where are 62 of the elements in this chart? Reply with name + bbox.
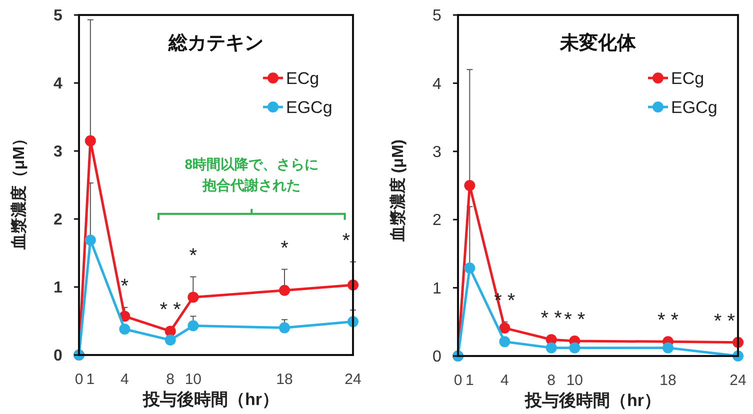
x-tick-label: 4 [120,371,129,388]
x-axis-title: 投与後時間（hr） [142,390,279,409]
annotation: * * [714,310,736,332]
y-tick-label: 3 [54,144,63,161]
annotation: 8時間以降で、さらに抱合代謝された [184,156,319,193]
y-tick-label: 0 [54,348,63,365]
point [279,322,290,334]
annotation: * [120,275,129,298]
point [164,334,176,346]
annotation: * * [160,299,182,322]
x-axis-title: 投与後時間（hr） [524,391,661,410]
legend-label: ECg [671,69,704,88]
legend-label: EGCg [671,98,718,118]
y-tick-label: 2 [54,212,63,229]
point [84,234,96,246]
annotation: * [189,244,198,267]
point [569,342,580,354]
y-tick-label: 0 [432,348,442,366]
y-tick-label: 1 [432,280,442,298]
point [119,324,130,335]
point [188,320,199,332]
x-tick-label: 8 [547,372,556,389]
x-tick-label: 0 [454,372,462,389]
annotation: * * [564,308,586,331]
text: 総カテキン [168,33,264,54]
y-tick-label: 5 [432,8,442,25]
y-axis-title: 血漿濃度 (μM) [388,139,407,243]
x-tick-label: 18 [660,372,676,389]
point [662,342,674,354]
point [464,180,476,191]
annotation: * [342,230,350,252]
y-tick-label: 2 [432,212,442,230]
y-tick-label: 1 [54,280,63,297]
x-tick-label: 24 [344,371,362,388]
annotation: * * [540,308,562,330]
x-tick-label: 1 [465,372,474,389]
point [188,292,199,303]
x-tick-label: 18 [276,371,293,388]
text: 未変化体 [559,32,637,54]
y-tick-label: 4 [432,76,442,93]
y-tick-label: 4 [54,76,63,93]
annotation: * [280,237,289,260]
y-tick-label: 3 [432,144,442,161]
y-axis-title: 血漿濃度（μM） [9,130,28,251]
point [499,322,510,334]
x-tick-label: 1 [86,371,95,388]
x-tick-label: 24 [730,372,746,389]
point [84,135,96,146]
x-tick-label: 4 [500,372,509,389]
point [499,336,510,348]
point [464,262,476,274]
x-tick-label: 10 [566,372,584,389]
legend-label: EGCg [286,98,332,118]
annotation: * * [657,310,679,332]
y-tick-label: 5 [54,8,63,25]
point [164,326,176,337]
x-tick-label: 10 [184,371,202,388]
point [546,342,557,354]
point [279,284,290,296]
x-tick-label: 0 [74,371,84,388]
x-tick-label: 8 [166,371,175,388]
legend-label: ECg [286,69,320,88]
